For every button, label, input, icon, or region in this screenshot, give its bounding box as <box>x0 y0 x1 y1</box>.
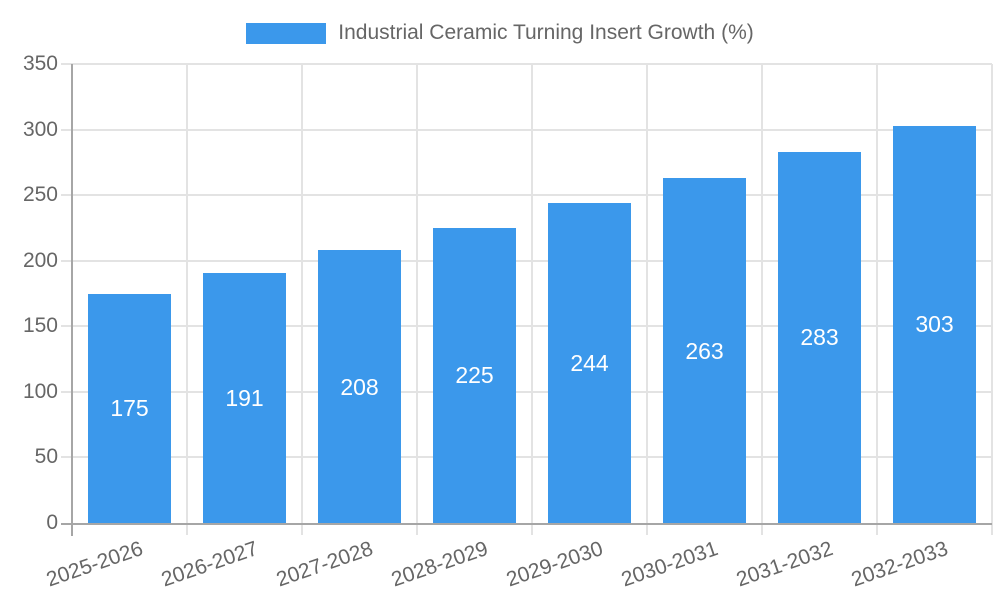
v-gridline <box>991 64 993 535</box>
legend-swatch <box>246 22 327 44</box>
x-tick-label: 2029-2030 <box>503 537 606 592</box>
x-tick-label: 2027-2028 <box>273 537 376 592</box>
h-gridline <box>61 63 992 65</box>
y-axis-line <box>71 64 73 536</box>
bar[interactable]: 303 <box>893 125 976 523</box>
h-gridline <box>61 128 992 131</box>
bar[interactable]: 263 <box>663 178 746 523</box>
legend-label: Industrial Ceramic Turning Insert Growth… <box>338 21 754 44</box>
v-gridline <box>646 64 648 535</box>
h-gridline <box>61 325 992 328</box>
h-gridline <box>61 390 992 393</box>
bar-value-label: 244 <box>570 349 609 376</box>
x-tick-label: 2032-2033 <box>848 537 951 592</box>
v-gridline <box>186 64 188 535</box>
y-tick-label: 100 <box>22 379 58 403</box>
v-gridline <box>876 64 878 535</box>
y-tick-label: 300 <box>22 117 58 141</box>
y-tick-label: 150 <box>22 314 58 338</box>
bar[interactable]: 191 <box>203 272 286 523</box>
bar[interactable]: 225 <box>433 227 516 523</box>
y-tick-label: 350 <box>22 52 58 75</box>
x-tick-label: 2031-2032 <box>733 537 836 592</box>
x-tick-label: 2028-2029 <box>388 537 491 592</box>
bar[interactable]: 283 <box>778 151 861 523</box>
h-gridline <box>61 456 992 459</box>
h-gridline <box>61 259 992 262</box>
legend-item[interactable]: Industrial Ceramic Turning Insert Growth… <box>0 20 1000 46</box>
y-tick-label: 250 <box>22 183 58 207</box>
h-gridline <box>61 194 992 197</box>
v-gridline <box>301 64 303 535</box>
bar-value-label: 208 <box>340 373 379 400</box>
x-tick-label: 2030-2031 <box>618 537 721 592</box>
x-tick-label: 2025-2026 <box>43 537 146 592</box>
bar-value-label: 175 <box>110 395 149 422</box>
v-gridline <box>531 64 533 535</box>
bar-value-label: 191 <box>225 384 264 411</box>
bar[interactable]: 175 <box>88 293 171 523</box>
y-tick-label: 200 <box>22 248 58 272</box>
x-axis-line <box>61 523 992 525</box>
x-tick-label: 2026-2027 <box>158 537 261 592</box>
bar[interactable]: 244 <box>548 203 631 523</box>
bar[interactable]: 208 <box>318 250 401 523</box>
bar-value-label: 225 <box>455 362 494 389</box>
bar-value-label: 283 <box>800 324 839 351</box>
v-gridline <box>416 64 418 535</box>
y-tick-label: 50 <box>34 445 58 469</box>
bar-value-label: 303 <box>915 311 954 338</box>
bar-value-label: 263 <box>685 337 724 364</box>
y-tick-label: 0 <box>46 511 58 534</box>
v-gridline <box>761 64 763 535</box>
